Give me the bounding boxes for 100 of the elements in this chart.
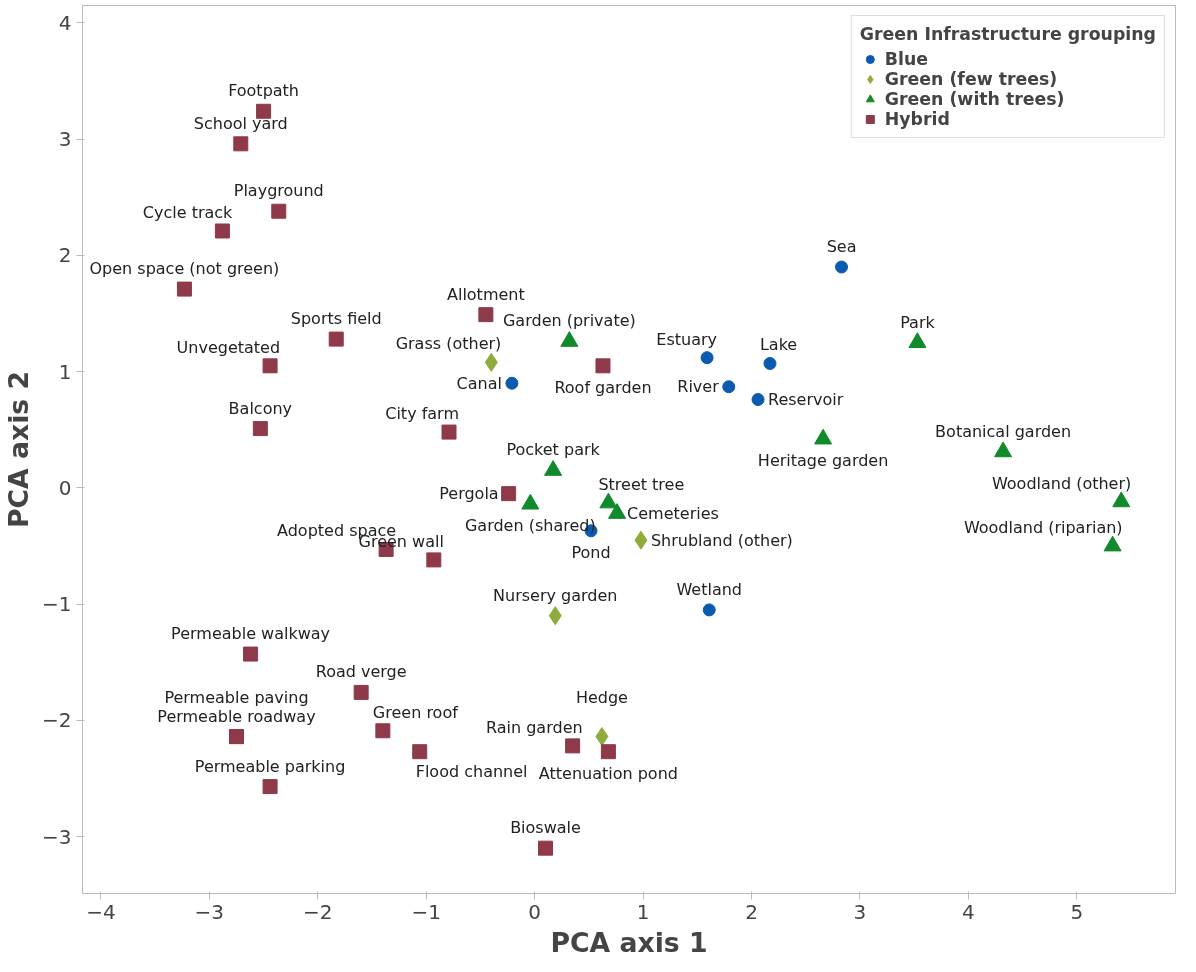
- point: [634, 530, 648, 550]
- y-tick-label: 1: [58, 359, 72, 384]
- point: [478, 307, 494, 323]
- data-label: Flood channel: [415, 761, 528, 781]
- point: [375, 723, 391, 739]
- legend-title: Green Infrastructure grouping: [859, 24, 1156, 44]
- data-label: Permeable paving: [164, 687, 309, 707]
- point: [722, 380, 736, 394]
- data-label: Street tree: [598, 474, 685, 494]
- y-tick-label: 3: [58, 127, 72, 152]
- point: [565, 738, 581, 754]
- y-tick-label: 0: [58, 475, 72, 500]
- point: [328, 331, 344, 347]
- data-label: Estuary: [656, 329, 718, 349]
- point: [243, 646, 259, 662]
- point: [538, 840, 554, 856]
- legend-label: Blue: [884, 49, 929, 69]
- data-label: Pergola: [439, 484, 499, 504]
- legend-label: Green (with trees): [884, 89, 1065, 109]
- point: [426, 552, 442, 568]
- point: [353, 684, 369, 700]
- data-label: Sea: [826, 237, 857, 257]
- x-tick-label: 3: [853, 899, 867, 924]
- point: [548, 606, 562, 626]
- x-axis-title: PCA axis 1: [550, 926, 708, 958]
- data-label: City farm: [385, 404, 459, 424]
- point: [501, 486, 517, 502]
- x-tick-label: −1: [411, 899, 441, 924]
- data-label: Allotment: [447, 284, 525, 304]
- point: [505, 376, 519, 390]
- data-label: Rain garden: [485, 717, 583, 737]
- x-tick-label: −4: [86, 899, 116, 924]
- data-label: Footpath: [228, 81, 300, 101]
- legend-label: Hybrid: [884, 109, 950, 129]
- data-label: Hedge: [575, 687, 628, 707]
- point: [262, 358, 278, 374]
- point: [595, 727, 609, 747]
- y-tick-label: −2: [42, 708, 72, 733]
- legend-label: Green (few trees): [884, 69, 1058, 89]
- point: [763, 357, 777, 370]
- data-label: Bioswale: [510, 818, 581, 838]
- point: [271, 203, 287, 219]
- data-label: Park: [900, 312, 936, 332]
- x-tick-label: 2: [745, 899, 758, 924]
- x-tick-label: 5: [1070, 899, 1084, 924]
- x-tick-label: 0: [528, 899, 542, 924]
- x-tick-label: −3: [194, 899, 225, 924]
- data-label: Playground: [233, 181, 324, 201]
- data-label: Balcony: [228, 398, 293, 418]
- point: [700, 351, 714, 365]
- data-label: Canal: [456, 373, 502, 393]
- data-label: Woodland (riparian): [963, 517, 1123, 537]
- data-label: River: [677, 377, 720, 397]
- data-label: Permeable parking: [194, 756, 346, 776]
- data-label: School yard: [193, 113, 288, 133]
- point: [262, 779, 278, 795]
- y-tick-label: 4: [58, 10, 72, 35]
- y-axis-title: PCA axis 2: [3, 370, 35, 529]
- data-label: Grass (other): [395, 334, 502, 354]
- data-label: Cycle track: [142, 202, 234, 222]
- data-label: Shrubland (other): [650, 530, 793, 550]
- point: [441, 424, 457, 440]
- x-tick-label: 4: [962, 899, 975, 924]
- data-label: Lake: [759, 335, 798, 355]
- data-label: Open space (not green): [89, 259, 280, 279]
- data-label: Heritage garden: [757, 451, 889, 471]
- data-label: Garden (shared): [464, 516, 596, 536]
- y-tick-label: −1: [42, 592, 72, 617]
- data-label: Pond: [571, 542, 611, 562]
- point: [751, 393, 765, 407]
- point: [214, 223, 230, 239]
- data-label: Nursery garden: [493, 585, 618, 605]
- data-label: Road verge: [315, 662, 407, 682]
- data-label: Sports field: [290, 309, 382, 329]
- data-label: Unvegetated: [176, 337, 281, 357]
- data-label: Botanical garden: [935, 421, 1072, 441]
- x-tick-label: 1: [636, 899, 650, 924]
- point: [600, 744, 616, 760]
- point: [595, 358, 611, 374]
- point: [176, 281, 192, 297]
- point: [835, 260, 849, 274]
- data-label: Woodland (other): [991, 473, 1132, 493]
- point: [252, 421, 268, 437]
- data-label: Permeable roadway: [157, 706, 316, 726]
- data-label: Attenuation pond: [538, 763, 678, 783]
- point: [412, 744, 428, 760]
- data-label: Green roof: [372, 702, 459, 722]
- data-label: Pocket park: [506, 440, 601, 460]
- data-label: Cemeteries: [627, 503, 719, 523]
- y-tick-label: 2: [58, 243, 72, 268]
- data-label: Reservoir: [768, 390, 844, 410]
- x-tick-label: −2: [303, 899, 333, 924]
- data-label: Garden (private): [502, 311, 636, 331]
- data-label: Wetland: [676, 579, 743, 599]
- data-label: Roof garden: [554, 377, 652, 397]
- y-tick-label: −3: [42, 824, 72, 849]
- point: [702, 603, 716, 617]
- point: [233, 136, 249, 152]
- data-label: Permeable walkway: [171, 624, 331, 644]
- point: [484, 352, 498, 372]
